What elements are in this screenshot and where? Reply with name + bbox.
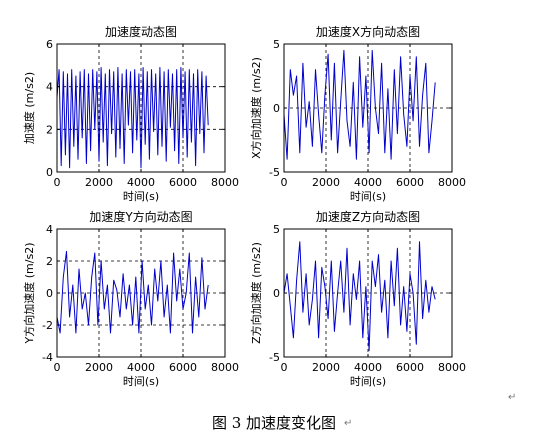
chart-3-y-tick-label-2: 0 bbox=[46, 287, 53, 300]
chart-1-series-1-line bbox=[56, 67, 209, 169]
chart-3-x-tick-label-2: 4000 bbox=[127, 361, 155, 374]
chart-2-x-tick-label-4: 8000 bbox=[438, 176, 466, 189]
chart-2-x-tick-label-2: 4000 bbox=[354, 176, 382, 189]
chart-3-y-tick-label-4: 4 bbox=[46, 223, 53, 236]
chart-1-y-tick-label-0: 0 bbox=[46, 166, 53, 179]
paragraph-mark-caption: ↵ bbox=[344, 418, 353, 429]
chart-2-y-tick-label-1: 0 bbox=[273, 102, 280, 115]
chart-4-x-tick-label-2: 4000 bbox=[354, 361, 382, 374]
chart-1-x-tick-label-0: 0 bbox=[54, 176, 61, 189]
chart-1-x-tick-label-1: 2000 bbox=[85, 176, 113, 189]
chart-4-y-tick-label-2: 5 bbox=[273, 223, 280, 236]
chart-3-y-tick-label-3: 2 bbox=[46, 255, 53, 268]
chart-4-title: 加速度Z方向动态图 bbox=[316, 209, 420, 224]
chart-2-x-tick-label-3: 6000 bbox=[396, 176, 424, 189]
chart-3-series-1-line bbox=[56, 250, 209, 334]
chart-4-y-tick-label-0: -5 bbox=[269, 351, 280, 364]
chart-4-x-tick-label-1: 2000 bbox=[312, 361, 340, 374]
chart-3-x-tick-label-1: 2000 bbox=[85, 361, 113, 374]
chart-1-y-tick-label-1: 2 bbox=[46, 123, 53, 136]
chart-3-title: 加速度Y方向动态图 bbox=[89, 209, 192, 224]
chart-2-series-1-line bbox=[283, 49, 436, 160]
paragraph-mark-right: ↵ bbox=[508, 392, 517, 403]
chart-4-xlabel: 时间(s) bbox=[350, 375, 386, 388]
chart-4-y-tick-label-1: 0 bbox=[273, 287, 280, 300]
chart-3-x-tick-label-3: 6000 bbox=[169, 361, 197, 374]
chart-3-x-tick-label-4: 8000 bbox=[211, 361, 239, 374]
chart-2-y-tick-label-0: -5 bbox=[269, 166, 280, 179]
chart-1-x-tick-label-3: 6000 bbox=[169, 176, 197, 189]
chart-3-y-tick-label-1: -2 bbox=[42, 319, 53, 332]
chart-2-ylabel: X方向加速度 (m/s2) bbox=[249, 57, 263, 159]
chart-2-y-tick-label-2: 5 bbox=[273, 38, 280, 51]
chart-1-title: 加速度动态图 bbox=[105, 24, 177, 39]
chart-1-ylabel: 加速度 (m/s2) bbox=[22, 72, 36, 144]
chart-3-xlabel: 时间(s) bbox=[123, 375, 159, 388]
chart-3-y-tick-label-0: -4 bbox=[42, 351, 53, 364]
chart-4-ylabel: Z方向加速度 (m/s2) bbox=[249, 242, 263, 344]
chart-1-xlabel: 时间(s) bbox=[123, 190, 159, 203]
chart-1-x-tick-label-4: 8000 bbox=[211, 176, 239, 189]
figure-caption: 图 3 加速度变化图 bbox=[211, 414, 337, 432]
chart-1-y-tick-label-2: 4 bbox=[46, 81, 53, 94]
chart-4-x-tick-label-3: 6000 bbox=[396, 361, 424, 374]
chart-4-series-1-line bbox=[283, 241, 436, 352]
chart-2-title: 加速度X方向动态图 bbox=[316, 24, 420, 39]
chart-2-x-tick-label-1: 2000 bbox=[312, 176, 340, 189]
chart-2-xlabel: 时间(s) bbox=[350, 190, 386, 203]
chart-1-y-tick-label-3: 6 bbox=[46, 38, 53, 51]
chart-4-x-tick-label-0: 0 bbox=[281, 361, 288, 374]
chart-1-x-tick-label-2: 4000 bbox=[127, 176, 155, 189]
chart-2-x-tick-label-0: 0 bbox=[281, 176, 288, 189]
chart-4-x-tick-label-4: 8000 bbox=[438, 361, 466, 374]
chart-3-x-tick-label-0: 0 bbox=[54, 361, 61, 374]
chart-3-ylabel: Y方向加速度 (m/s2) bbox=[22, 243, 36, 345]
